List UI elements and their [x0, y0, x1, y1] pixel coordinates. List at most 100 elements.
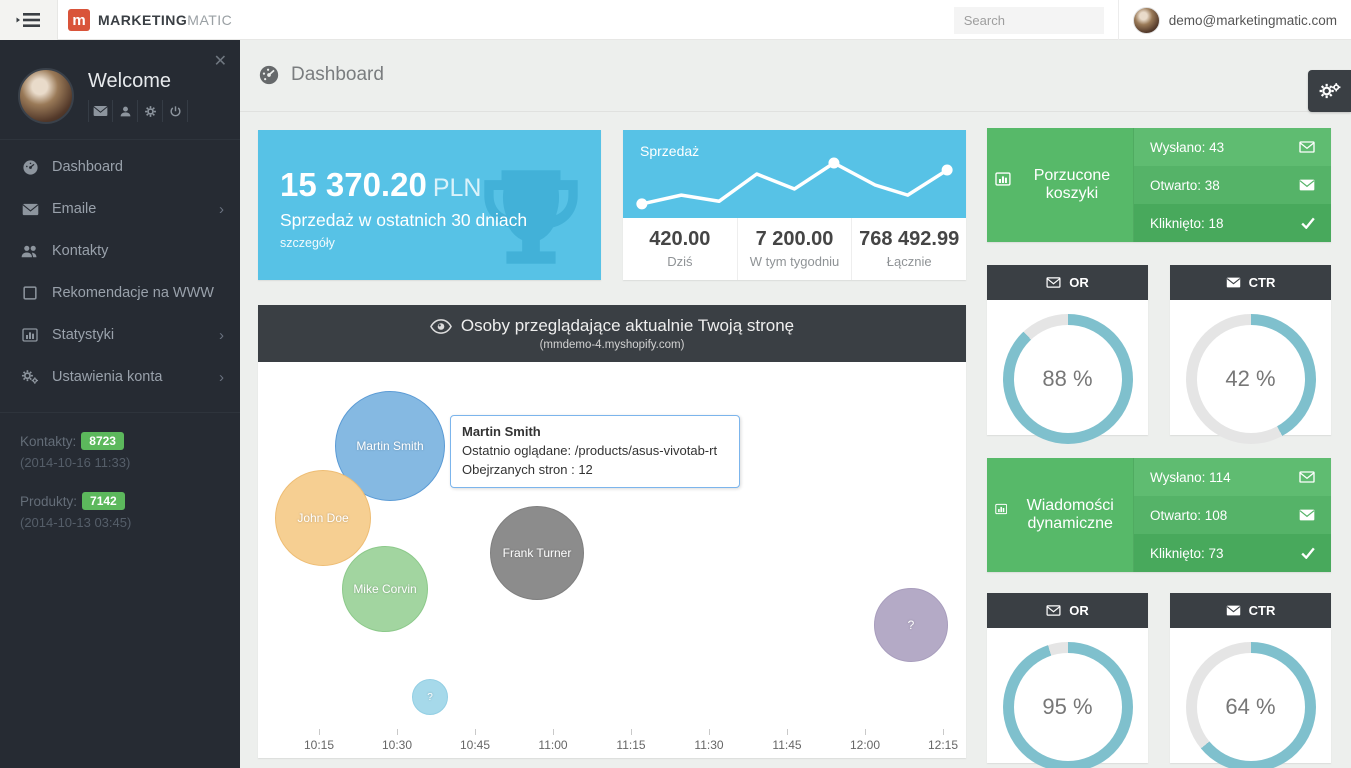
sidebar-item-dashboard[interactable]: Dashboard	[0, 146, 240, 188]
axis-tick: 10:30	[377, 729, 417, 752]
clicked-row-label: Kliknięto: 73	[1150, 545, 1224, 561]
logout-button[interactable]	[163, 100, 188, 122]
products-stat-date: (2014-10-13 03:45)	[20, 515, 132, 530]
sidebar-item-kontakty[interactable]: Kontakty	[0, 230, 240, 272]
abandoned-carts-title-text: Porzucone koszyki	[1033, 167, 1111, 202]
sidebar-item-statystyki[interactable]: Statystyki ›	[0, 314, 240, 356]
settings-button[interactable]	[138, 100, 163, 122]
sales-stat-value: 420.00	[649, 228, 711, 250]
sidebar-toggle-button[interactable]	[0, 0, 58, 40]
dynamic-messages-card: Wiadomości dynamiczne Wysłano: 114 Otwar…	[987, 458, 1331, 572]
messages-button[interactable]	[88, 100, 113, 122]
ctr-gauge-header: CTR	[1170, 265, 1331, 300]
topbar: m MARKETINGMATIC demo@marketingmatic.com	[0, 0, 1351, 40]
gauge-percent: 42 %	[1225, 366, 1276, 391]
gauge-percent: 95 %	[1042, 694, 1093, 719]
or-gauge-header: OR	[987, 593, 1148, 628]
gauge-title: CTR	[1248, 603, 1276, 618]
visitor-bubble-label: ?	[427, 691, 433, 703]
page-title-text: Dashboard	[291, 64, 384, 85]
visitor-bubble[interactable]: Mike Corvin	[342, 546, 428, 632]
visitors-subtitle: (mmdemo-4.myshopify.com)	[539, 339, 685, 351]
envelope-outline-icon	[1299, 141, 1315, 153]
sales-stat-label: Łącznie	[886, 254, 932, 269]
products-stat: Produkty: 7142 (2014-10-13 03:45)	[20, 492, 131, 530]
ctr-donut-chart: 42 %	[1185, 314, 1316, 444]
envelope-filled-icon	[1226, 277, 1240, 288]
or-donut-chart: 88 %	[1002, 314, 1133, 444]
sales-stat-label: W tym tygodniu	[749, 254, 840, 269]
or-gauge-card: OR 88 %	[987, 265, 1148, 444]
bar-chart-icon	[20, 327, 40, 343]
brand-bold: MARKETING	[98, 12, 188, 28]
tooltip-line1: Ostatnio oglądane: /products/asus-vivota…	[462, 442, 718, 458]
envelope-outline-icon	[1299, 471, 1315, 483]
products-count-badge: 7142	[82, 492, 125, 510]
axis-tick: 12:15	[923, 729, 963, 752]
visitors-title: Osoby przeglądające aktualnie Twoją stro…	[258, 305, 966, 336]
sidebar-item-rekomendacje[interactable]: Rekomendacje na WWW	[0, 272, 240, 314]
visitors-panel-header: Osoby przeglądające aktualnie Twoją stro…	[258, 305, 966, 362]
tooltip-name: Martin Smith	[462, 424, 541, 439]
hamburger-icon	[16, 13, 40, 27]
ctr-gauge-card-2: CTR 64 %	[1170, 593, 1331, 768]
time-axis: 10:15 10:30 10:45 11:00 11:15 11:30 11:4…	[299, 729, 963, 752]
welcome-panel: ✕ Welcome	[0, 40, 240, 140]
abandoned-carts-rows: Wysłano: 43 Otwarto: 38 Kliknięto: 18	[1134, 128, 1331, 242]
sidebar-nav: Dashboard Emaile ›	[0, 146, 240, 398]
close-icon[interactable]: ✕	[213, 53, 227, 70]
gauge-title: CTR	[1248, 275, 1276, 290]
dynamic-messages-title: Wiadomości dynamiczne	[987, 458, 1134, 572]
contacts-stat-date: (2014-10-16 11:33)	[20, 455, 131, 470]
gears-icon	[1319, 83, 1340, 99]
axis-tick: 12:00	[845, 729, 885, 752]
visitors-title-text: Osoby przeglądające aktualnie Twoją stro…	[460, 316, 795, 335]
profile-avatar[interactable]	[18, 68, 74, 124]
opened-row: Otwarto: 38	[1134, 166, 1331, 204]
search-input[interactable]	[953, 6, 1104, 34]
dashboard-icon	[20, 159, 40, 176]
visitor-bubble[interactable]: ?	[412, 679, 448, 715]
sidebar-stats: Kontakty: 8723 (2014-10-16 11:33) Produkt…	[20, 432, 131, 552]
visitor-bubble[interactable]: John Doe	[275, 470, 371, 566]
envelope-outline-icon	[1046, 277, 1061, 288]
gauge-percent: 64 %	[1225, 694, 1276, 719]
sidebar-item-label: Emaile	[52, 201, 97, 217]
sidebar-item-label: Rekomendacje na WWW	[52, 285, 214, 301]
tooltip-line2: Obejrzanych stron : 12	[462, 461, 593, 477]
chevron-right-icon: ›	[219, 326, 224, 344]
user-email[interactable]: demo@marketingmatic.com	[1168, 12, 1337, 28]
abandoned-carts-card: Porzucone koszyki Wysłano: 43 Otwarto: 3…	[987, 128, 1331, 242]
products-stat-label: Produkty:	[20, 494, 78, 509]
sales-stat-week: 7 200.00 W tym tygodniu	[738, 218, 853, 280]
sales-stat-label: Dziś	[667, 254, 693, 269]
sidebar-divider	[0, 412, 240, 413]
revenue-details-link[interactable]: szczegóły	[280, 236, 335, 250]
eye-icon	[429, 318, 452, 334]
gear-icon	[144, 105, 156, 117]
contacts-stat-label: Kontakty:	[20, 434, 77, 449]
sidebar-item-label: Statystyki	[52, 327, 115, 343]
user-avatar[interactable]	[1132, 6, 1160, 34]
profile-button[interactable]	[113, 100, 138, 122]
visitor-bubble[interactable]: Frank Turner	[490, 506, 584, 600]
revenue-card: 15 370.20 PLN Sprzedaż w ostatnich 30 dni…	[258, 130, 601, 280]
brand-logo-icon: m	[68, 9, 90, 31]
envelope-icon	[20, 203, 40, 216]
brand[interactable]: m MARKETINGMATIC	[68, 0, 232, 40]
settings-flyout-button[interactable]	[1308, 70, 1351, 112]
revenue-amount: 15 370.20 PLN	[280, 166, 481, 204]
sent-row-label: Wysłano: 43	[1150, 139, 1225, 155]
power-icon	[170, 105, 180, 116]
topbar-right: demo@marketingmatic.com	[953, 0, 1337, 40]
or-donut-chart-2: 95 %	[1002, 642, 1133, 768]
brand-name: MARKETINGMATIC	[98, 12, 232, 28]
envelope-outline-icon	[1046, 605, 1061, 616]
visitor-bubble[interactable]: ?	[874, 588, 948, 662]
visitor-bubble-label: Frank Turner	[502, 546, 572, 560]
main-content: Dashboard 15 370.20 P	[240, 40, 1351, 768]
sales-stat-value: 7 200.00	[755, 228, 834, 250]
dynamic-messages-title-text: Wiadomości dynamiczne	[1026, 497, 1114, 532]
sidebar-item-ustawienia[interactable]: Ustawienia konta ›	[0, 356, 240, 398]
sidebar-item-emaile[interactable]: Emaile ›	[0, 188, 240, 230]
